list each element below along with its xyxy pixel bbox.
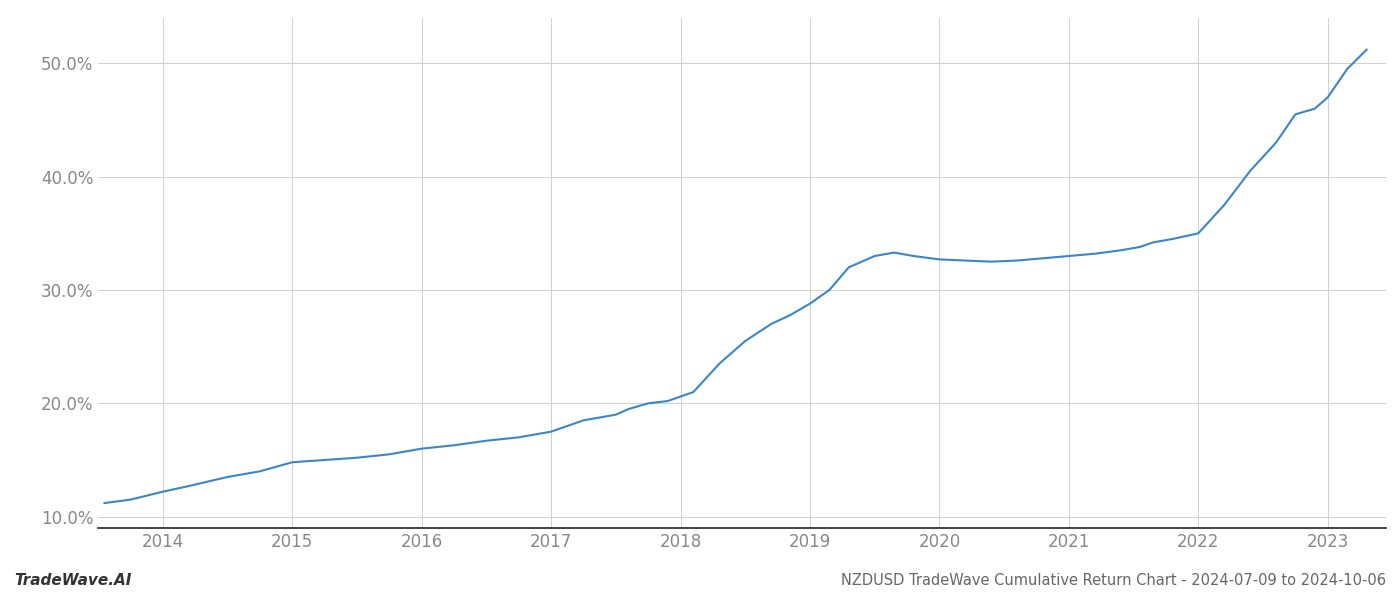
Text: TradeWave.AI: TradeWave.AI [14, 573, 132, 588]
Text: NZDUSD TradeWave Cumulative Return Chart - 2024-07-09 to 2024-10-06: NZDUSD TradeWave Cumulative Return Chart… [841, 573, 1386, 588]
